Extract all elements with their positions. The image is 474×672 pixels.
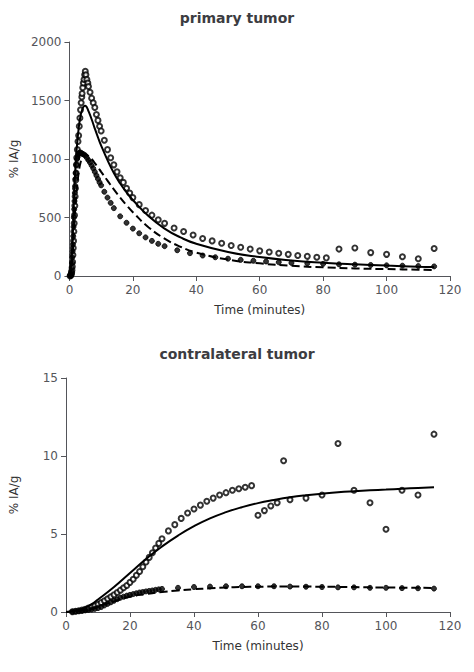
svg-text:Time (minutes): Time (minutes) — [211, 639, 303, 653]
svg-text:40: 40 — [189, 283, 204, 297]
svg-text:5: 5 — [50, 527, 58, 541]
svg-text:40: 40 — [186, 619, 201, 633]
svg-text:80: 80 — [314, 619, 329, 633]
svg-text:100: 100 — [375, 619, 398, 633]
svg-text:10: 10 — [43, 449, 58, 463]
svg-text:2000: 2000 — [31, 35, 62, 49]
svg-text:primary tumor: primary tumor — [180, 10, 295, 26]
svg-text:0: 0 — [54, 269, 62, 283]
svg-text:0: 0 — [62, 619, 70, 633]
svg-text:15: 15 — [43, 371, 58, 385]
svg-text:20: 20 — [125, 283, 140, 297]
svg-text:120: 120 — [439, 619, 462, 633]
svg-text:60: 60 — [252, 283, 267, 297]
svg-text:0: 0 — [50, 605, 58, 619]
svg-text:% IA/g: % IA/g — [7, 476, 21, 515]
svg-text:Time (minutes): Time (minutes) — [213, 303, 305, 317]
svg-text:% IA/g: % IA/g — [7, 140, 21, 179]
svg-text:60: 60 — [250, 619, 265, 633]
svg-text:1500: 1500 — [31, 94, 62, 108]
svg-text:80: 80 — [316, 283, 331, 297]
svg-text:500: 500 — [39, 211, 62, 225]
svg-text:1000: 1000 — [31, 152, 62, 166]
svg-text:20: 20 — [122, 619, 137, 633]
svg-text:0: 0 — [66, 283, 74, 297]
svg-text:120: 120 — [439, 283, 462, 297]
svg-text:contralateral tumor: contralateral tumor — [159, 346, 314, 362]
svg-text:100: 100 — [375, 283, 398, 297]
